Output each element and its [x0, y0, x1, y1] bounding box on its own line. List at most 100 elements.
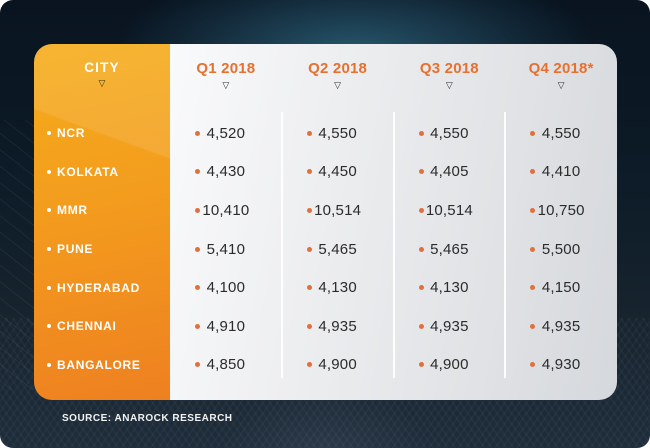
- value-cell: 5,410: [170, 230, 282, 269]
- quarter-header-cell: Q1 2018 ▽: [170, 44, 282, 114]
- price-value: 4,930: [541, 356, 581, 374]
- value-cell: 4,130: [394, 268, 506, 307]
- value-cell: 4,430: [170, 153, 282, 192]
- quarter-column-q4: Q4 2018* ▽ 4,550 4,410 10,750 5,500 4,15…: [504, 44, 617, 400]
- value-cell: 5,500: [505, 230, 617, 269]
- column-divider: [280, 112, 283, 378]
- bullet-icon: [530, 246, 536, 252]
- city-label: CHENNAI: [57, 319, 117, 334]
- bullet-icon: [306, 169, 312, 175]
- bullet-icon: [306, 323, 312, 329]
- bullet-icon: [530, 323, 536, 329]
- bullet-icon: [195, 285, 200, 291]
- bullet-icon: [47, 208, 51, 213]
- city-label: NCR: [57, 126, 86, 141]
- value-cell: 4,550: [282, 114, 394, 153]
- city-header-label: CITY: [84, 60, 120, 75]
- source-text: SOURCE: ANAROCK RESEARCH: [62, 413, 233, 424]
- bullet-icon: [530, 169, 536, 175]
- price-value: 5,465: [318, 240, 357, 258]
- value-cell: 5,465: [282, 230, 394, 269]
- quarter-column-q1: Q1 2018 ▽ 4,520 4,430 10,410 5,410 4,100…: [170, 44, 282, 400]
- value-cell: 4,550: [505, 114, 617, 153]
- bullet-icon: [530, 130, 536, 136]
- price-value: 4,900: [430, 356, 469, 374]
- value-cell: 4,935: [394, 307, 506, 346]
- bullet-icon: [47, 285, 51, 290]
- bullet-icon: [47, 362, 51, 367]
- bullet-icon: [195, 130, 200, 136]
- value-cell: 4,100: [170, 268, 282, 307]
- price-value: 4,130: [430, 279, 469, 297]
- city-row: CHENNAI: [34, 307, 170, 346]
- city-label: BANGALORE: [57, 357, 141, 372]
- bullet-icon: [418, 169, 424, 175]
- city-label: KOLKATA: [57, 164, 119, 179]
- price-value: 4,910: [206, 317, 246, 335]
- price-value: 5,465: [430, 240, 469, 258]
- bullet-icon: [306, 285, 312, 291]
- bullet-icon: [306, 362, 312, 368]
- quarter-column-q3: Q3 2018 ▽ 4,550 4,405 10,514 5,465 4,130…: [392, 44, 506, 400]
- quarter-header-cell: Q2 2018 ▽: [282, 44, 394, 114]
- value-cell: 4,450: [282, 153, 394, 192]
- value-cell: 10,410: [170, 191, 282, 230]
- quarter-header-cell: Q4 2018* ▽: [505, 44, 617, 114]
- price-value: 4,850: [206, 356, 246, 374]
- price-value: 4,550: [541, 124, 581, 142]
- value-cell: 4,130: [282, 268, 394, 307]
- price-value: 4,935: [430, 317, 469, 335]
- value-cell: 4,520: [170, 114, 282, 153]
- bullet-icon: [418, 246, 424, 252]
- bullet-icon: [530, 285, 536, 291]
- bullet-icon: [47, 169, 51, 174]
- value-cell: 4,900: [282, 345, 394, 384]
- value-cell: 10,514: [282, 191, 394, 230]
- sort-triangle-icon: ▽: [98, 78, 106, 88]
- sort-triangle-icon: ▽: [222, 80, 230, 90]
- bullet-icon: [195, 362, 200, 368]
- value-cell: 5,465: [394, 230, 506, 269]
- quarter-header-label: Q2 2018: [308, 60, 368, 77]
- value-cell: 4,930: [505, 345, 617, 384]
- bullet-icon: [418, 323, 424, 329]
- quarter-values: 4,550 4,450 10,514 5,465 4,130 4,935 4,9…: [282, 114, 394, 384]
- city-row: BANGALORE: [34, 345, 170, 384]
- value-cell: 10,750: [505, 191, 617, 230]
- price-value: 4,150: [541, 279, 581, 297]
- value-cell: 4,550: [394, 114, 506, 153]
- value-cell: 4,410: [505, 153, 617, 192]
- quarter-values: 4,520 4,430 10,410 5,410 4,100 4,910 4,8…: [170, 114, 282, 384]
- bullet-icon: [418, 285, 424, 291]
- bullet-icon: [195, 246, 200, 252]
- bullet-icon: [530, 362, 536, 368]
- bullet-icon: [418, 362, 424, 368]
- value-cell: 4,150: [505, 268, 617, 307]
- bullet-icon: [306, 130, 312, 136]
- price-value: 4,410: [541, 163, 581, 181]
- price-value: 4,100: [206, 279, 246, 297]
- column-divider: [392, 112, 395, 378]
- value-cell: 4,935: [282, 307, 394, 346]
- bullet-icon: [47, 131, 51, 136]
- price-value: 4,550: [318, 124, 357, 142]
- sort-triangle-icon: ▽: [445, 80, 453, 90]
- city-row: MMR: [34, 191, 170, 230]
- city-rows: NCR KOLKATA MMR PUNE HYDERABAD CHENNAI B…: [34, 114, 170, 384]
- value-cell: 4,405: [394, 153, 506, 192]
- price-table: CITY ▽ NCR KOLKATA MMR PUNE HYDERABAD CH…: [34, 44, 617, 400]
- city-row: HYDERABAD: [34, 268, 170, 307]
- bullet-icon: [530, 207, 536, 213]
- column-divider: [504, 112, 507, 378]
- price-value: 4,550: [430, 124, 469, 142]
- sort-triangle-icon: ▽: [334, 80, 342, 90]
- city-row: NCR: [34, 114, 170, 153]
- city-label: PUNE: [57, 242, 94, 257]
- price-value: 4,935: [318, 317, 357, 335]
- value-cell: 10,514: [394, 191, 506, 230]
- bullet-icon: [306, 246, 312, 252]
- value-cell: 4,910: [170, 307, 282, 346]
- bullet-icon: [306, 207, 312, 213]
- quarter-header-cell: Q3 2018 ▽: [394, 44, 506, 114]
